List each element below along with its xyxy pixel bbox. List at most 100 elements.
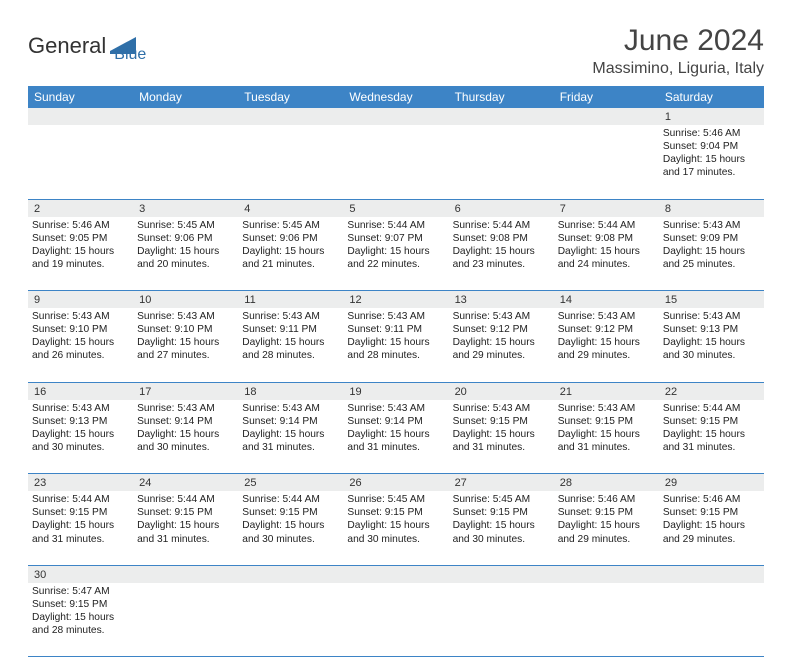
daylight-line: Daylight: 15 hours and 28 minutes. [242, 336, 339, 362]
day-cell: Sunrise: 5:44 AMSunset: 9:15 PMDaylight:… [133, 491, 238, 565]
sunrise-line: Sunrise: 5:44 AM [137, 493, 234, 506]
day-cell: Sunrise: 5:43 AMSunset: 9:13 PMDaylight:… [28, 400, 133, 474]
brand-part2: Blue [114, 46, 146, 64]
daylight-line: Daylight: 15 hours and 24 minutes. [558, 245, 655, 271]
day-cell [343, 125, 448, 199]
day-cell: Sunrise: 5:46 AMSunset: 9:15 PMDaylight:… [554, 491, 659, 565]
day-number-cell [133, 565, 238, 583]
day-cell: Sunrise: 5:43 AMSunset: 9:14 PMDaylight:… [133, 400, 238, 474]
day-number-cell [554, 565, 659, 583]
day-cell: Sunrise: 5:47 AMSunset: 9:15 PMDaylight:… [28, 583, 133, 657]
day-number-cell: 24 [133, 474, 238, 492]
day-number-cell: 12 [343, 291, 448, 309]
daylight-line: Daylight: 15 hours and 31 minutes. [242, 428, 339, 454]
weekday-header: Friday [554, 86, 659, 108]
day-number-cell: 6 [449, 199, 554, 217]
sunrise-line: Sunrise: 5:43 AM [558, 402, 655, 415]
sunrise-line: Sunrise: 5:43 AM [663, 219, 760, 232]
daylight-line: Daylight: 15 hours and 30 minutes. [347, 519, 444, 545]
sunrise-line: Sunrise: 5:47 AM [32, 585, 129, 598]
day-number-row: 9101112131415 [28, 291, 764, 309]
sunset-line: Sunset: 9:10 PM [32, 323, 129, 336]
day-number-cell: 13 [449, 291, 554, 309]
daylight-line: Daylight: 15 hours and 30 minutes. [137, 428, 234, 454]
day-content-row: Sunrise: 5:44 AMSunset: 9:15 PMDaylight:… [28, 491, 764, 565]
sunrise-line: Sunrise: 5:45 AM [453, 493, 550, 506]
daylight-line: Daylight: 15 hours and 30 minutes. [453, 519, 550, 545]
daylight-line: Daylight: 15 hours and 30 minutes. [663, 336, 760, 362]
day-cell: Sunrise: 5:43 AMSunset: 9:15 PMDaylight:… [554, 400, 659, 474]
day-number-cell [28, 108, 133, 125]
sunset-line: Sunset: 9:15 PM [663, 506, 760, 519]
day-number-cell: 28 [554, 474, 659, 492]
day-cell: Sunrise: 5:46 AMSunset: 9:04 PMDaylight:… [659, 125, 764, 199]
sunset-line: Sunset: 9:15 PM [663, 415, 760, 428]
day-number-cell: 15 [659, 291, 764, 309]
day-number-cell: 30 [28, 565, 133, 583]
day-content-row: Sunrise: 5:43 AMSunset: 9:13 PMDaylight:… [28, 400, 764, 474]
sunrise-line: Sunrise: 5:43 AM [32, 310, 129, 323]
sunrise-line: Sunrise: 5:44 AM [32, 493, 129, 506]
daylight-line: Daylight: 15 hours and 23 minutes. [453, 245, 550, 271]
day-cell: Sunrise: 5:43 AMSunset: 9:15 PMDaylight:… [449, 400, 554, 474]
sunset-line: Sunset: 9:13 PM [32, 415, 129, 428]
sunset-line: Sunset: 9:06 PM [137, 232, 234, 245]
day-number-cell: 27 [449, 474, 554, 492]
sunset-line: Sunset: 9:15 PM [558, 506, 655, 519]
sunset-line: Sunset: 9:08 PM [558, 232, 655, 245]
day-cell: Sunrise: 5:43 AMSunset: 9:09 PMDaylight:… [659, 217, 764, 291]
sunrise-line: Sunrise: 5:43 AM [347, 310, 444, 323]
sunrise-line: Sunrise: 5:45 AM [242, 219, 339, 232]
day-number-cell [449, 108, 554, 125]
day-cell [238, 583, 343, 657]
day-cell: Sunrise: 5:44 AMSunset: 9:08 PMDaylight:… [554, 217, 659, 291]
sunset-line: Sunset: 9:08 PM [453, 232, 550, 245]
day-cell: Sunrise: 5:43 AMSunset: 9:14 PMDaylight:… [238, 400, 343, 474]
sunset-line: Sunset: 9:14 PM [137, 415, 234, 428]
calendar-table: Sunday Monday Tuesday Wednesday Thursday… [28, 86, 764, 657]
sunrise-line: Sunrise: 5:43 AM [453, 402, 550, 415]
daylight-line: Daylight: 15 hours and 25 minutes. [663, 245, 760, 271]
sunset-line: Sunset: 9:15 PM [453, 506, 550, 519]
sunrise-line: Sunrise: 5:46 AM [663, 493, 760, 506]
sunset-line: Sunset: 9:15 PM [137, 506, 234, 519]
day-number-cell: 18 [238, 382, 343, 400]
page-header: General Blue June 2024 Massimino, Liguri… [28, 24, 764, 78]
sunrise-line: Sunrise: 5:44 AM [242, 493, 339, 506]
day-cell [238, 125, 343, 199]
daylight-line: Daylight: 15 hours and 29 minutes. [663, 519, 760, 545]
day-number-cell: 16 [28, 382, 133, 400]
sunrise-line: Sunrise: 5:43 AM [32, 402, 129, 415]
day-cell: Sunrise: 5:43 AMSunset: 9:12 PMDaylight:… [449, 308, 554, 382]
day-number-cell: 26 [343, 474, 448, 492]
weekday-header: Thursday [449, 86, 554, 108]
sunset-line: Sunset: 9:14 PM [347, 415, 444, 428]
day-cell: Sunrise: 5:44 AMSunset: 9:15 PMDaylight:… [238, 491, 343, 565]
day-number-row: 23242526272829 [28, 474, 764, 492]
sunset-line: Sunset: 9:05 PM [32, 232, 129, 245]
daylight-line: Daylight: 15 hours and 20 minutes. [137, 245, 234, 271]
day-number-cell: 21 [554, 382, 659, 400]
sunset-line: Sunset: 9:12 PM [558, 323, 655, 336]
month-title: June 2024 [592, 24, 764, 58]
day-cell [554, 125, 659, 199]
weekday-header: Tuesday [238, 86, 343, 108]
weekday-header: Monday [133, 86, 238, 108]
sunset-line: Sunset: 9:15 PM [242, 506, 339, 519]
day-number-cell [449, 565, 554, 583]
daylight-line: Daylight: 15 hours and 29 minutes. [558, 519, 655, 545]
day-cell [343, 583, 448, 657]
day-number-cell: 1 [659, 108, 764, 125]
day-cell [449, 125, 554, 199]
daylight-line: Daylight: 15 hours and 31 minutes. [137, 519, 234, 545]
day-content-row: Sunrise: 5:46 AMSunset: 9:04 PMDaylight:… [28, 125, 764, 199]
day-number-cell: 23 [28, 474, 133, 492]
day-content-row: Sunrise: 5:47 AMSunset: 9:15 PMDaylight:… [28, 583, 764, 657]
sunrise-line: Sunrise: 5:44 AM [453, 219, 550, 232]
daylight-line: Daylight: 15 hours and 28 minutes. [347, 336, 444, 362]
day-cell: Sunrise: 5:43 AMSunset: 9:10 PMDaylight:… [28, 308, 133, 382]
daylight-line: Daylight: 15 hours and 31 minutes. [558, 428, 655, 454]
brand-logo: General Blue [28, 28, 146, 64]
day-number-cell: 19 [343, 382, 448, 400]
day-number-row: 1 [28, 108, 764, 125]
